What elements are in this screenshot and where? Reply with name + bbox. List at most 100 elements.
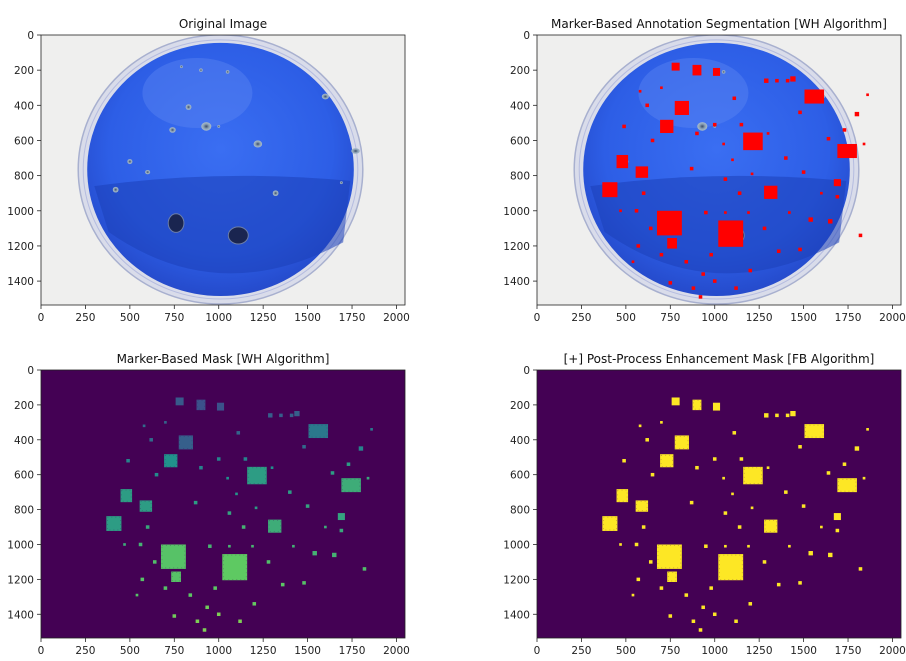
y-tick-label: 600 bbox=[510, 470, 530, 482]
agar-highlight bbox=[142, 58, 253, 129]
mask-region bbox=[268, 413, 273, 418]
y-tick-label: 200 bbox=[510, 400, 530, 412]
mask-region bbox=[762, 560, 767, 564]
segmentation-marker bbox=[804, 89, 825, 104]
mask-region bbox=[178, 435, 193, 450]
mask-region-speckle bbox=[107, 516, 121, 531]
segmentation-marker bbox=[689, 166, 694, 171]
y-tick-label: 800 bbox=[510, 171, 530, 183]
x-tick-label: 1750 bbox=[835, 645, 862, 657]
mask-region bbox=[747, 544, 750, 548]
x-tick-label: 750 bbox=[660, 645, 680, 657]
mask-region-speckle bbox=[309, 424, 328, 438]
subplot-title: Original Image bbox=[179, 17, 267, 31]
mask-region-speckle bbox=[164, 454, 177, 467]
mask-region bbox=[140, 577, 145, 582]
mask-region bbox=[288, 490, 292, 494]
segmentation-marker bbox=[842, 128, 847, 132]
segmentation-marker bbox=[837, 143, 857, 159]
colony bbox=[169, 127, 176, 133]
y-tick-label: 400 bbox=[510, 435, 530, 447]
mask-region bbox=[205, 605, 209, 610]
segmentation-marker bbox=[704, 210, 708, 215]
mask-region bbox=[801, 504, 806, 508]
mask-region bbox=[634, 542, 639, 547]
colony bbox=[697, 122, 708, 131]
mask-region bbox=[330, 471, 335, 475]
segmentation-marker bbox=[674, 100, 689, 115]
mask-region bbox=[776, 582, 781, 587]
x-tick-label: 500 bbox=[616, 312, 636, 324]
axes-frame bbox=[40, 34, 406, 306]
mask-region bbox=[750, 506, 754, 510]
segmentation-marker bbox=[785, 78, 790, 83]
mask-region bbox=[235, 492, 238, 496]
mask-region bbox=[292, 544, 295, 548]
x-tick-label: 0 bbox=[38, 312, 45, 324]
mask-region bbox=[641, 525, 646, 529]
mask-region bbox=[332, 552, 337, 558]
x-tick-label: 1500 bbox=[790, 312, 817, 324]
agar-shadow bbox=[94, 175, 351, 274]
x-tick-label: 1750 bbox=[339, 645, 366, 657]
mask-region bbox=[616, 489, 629, 503]
mask-region bbox=[208, 544, 212, 548]
mask-background bbox=[537, 370, 901, 638]
colony bbox=[199, 68, 203, 72]
segmentation-marker bbox=[766, 132, 770, 135]
mask-region bbox=[164, 421, 167, 424]
mask-region-speckle bbox=[743, 467, 762, 484]
mask-region bbox=[660, 454, 674, 468]
segmentation-marker bbox=[723, 177, 728, 181]
x-tick-label: 1000 bbox=[701, 312, 728, 324]
y-tick-label: 600 bbox=[14, 135, 34, 147]
colony bbox=[321, 93, 329, 100]
segmentation-marker bbox=[616, 154, 629, 169]
mask-region-speckle bbox=[161, 545, 186, 569]
y-tick-label: 800 bbox=[14, 505, 34, 517]
y-tick-label: 1400 bbox=[503, 276, 530, 288]
colony bbox=[167, 213, 185, 233]
plot-area bbox=[537, 35, 901, 305]
segmentation-marker bbox=[828, 219, 833, 224]
mask-region bbox=[804, 424, 825, 439]
mask-region bbox=[312, 551, 317, 556]
mask-region bbox=[659, 586, 664, 590]
mask-region bbox=[243, 457, 248, 461]
mask-region-speckle bbox=[805, 424, 824, 438]
segmentation-marker bbox=[698, 295, 703, 299]
segmentation-marker bbox=[734, 286, 738, 290]
segmentation-marker bbox=[671, 62, 680, 71]
segmentation-marker bbox=[808, 217, 813, 222]
x-tick-label: 500 bbox=[120, 312, 140, 324]
y-tick-label: 1000 bbox=[503, 206, 530, 218]
segmentation-marker bbox=[712, 279, 717, 283]
mask-region bbox=[120, 489, 133, 503]
mask-region bbox=[247, 466, 267, 485]
mask-region bbox=[216, 402, 225, 411]
mask-region bbox=[238, 619, 242, 623]
colony bbox=[351, 148, 360, 154]
x-tick-label: 0 bbox=[534, 645, 541, 657]
mask-region bbox=[842, 462, 847, 466]
mask-region bbox=[145, 525, 150, 529]
segmentation-marker bbox=[692, 64, 702, 76]
segmentation-marker bbox=[718, 220, 744, 247]
mask-region-speckle bbox=[342, 478, 361, 492]
subplot-3: 0 250 500 750 1000 1250 1500 1750 2000 0 200 400 600… bbox=[7, 352, 410, 657]
y-tick-label: 1200 bbox=[7, 241, 34, 253]
mask-region bbox=[163, 586, 168, 590]
segmentation-marker bbox=[764, 78, 769, 83]
segmentation-marker bbox=[659, 252, 664, 257]
segmentation-marker bbox=[732, 96, 737, 101]
y-tick-label: 0 bbox=[27, 365, 34, 377]
mask-region-speckle bbox=[838, 478, 857, 492]
mask-region bbox=[106, 516, 122, 531]
segmentation-marker bbox=[862, 142, 866, 146]
y-tick-label: 1400 bbox=[503, 609, 530, 621]
mask-region bbox=[739, 457, 744, 461]
mask-region bbox=[798, 581, 802, 585]
x-tick-label: 1500 bbox=[294, 312, 321, 324]
y-tick-label: 600 bbox=[510, 135, 530, 147]
mask-region bbox=[199, 465, 203, 470]
